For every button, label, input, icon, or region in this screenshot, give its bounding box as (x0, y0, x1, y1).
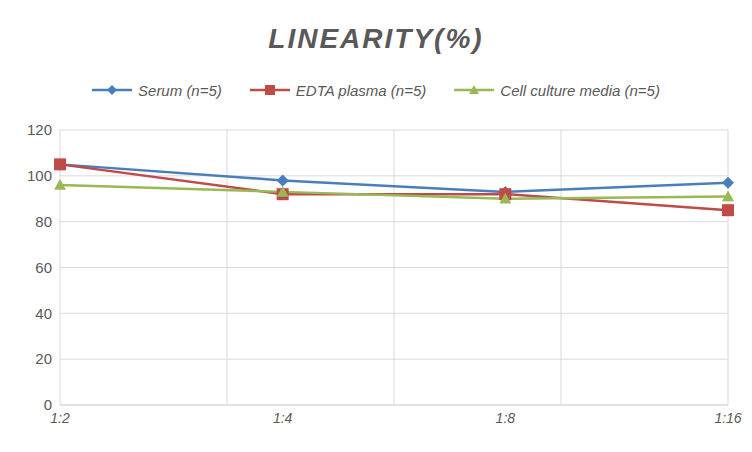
svg-text:60: 60 (35, 259, 52, 276)
svg-text:40: 40 (35, 305, 52, 322)
svg-text:100: 100 (27, 167, 52, 184)
html-text:Cell culture media (n=5): Cell culture media (n=5) (500, 81, 660, 99)
svg-text:0: 0 (44, 396, 52, 413)
html-text:Serum (n=5): Serum (n=5) (138, 81, 222, 99)
svg-text:1:16: 1:16 (714, 410, 741, 426)
svg-text:80: 80 (35, 213, 52, 230)
svg-text:120: 120 (27, 121, 52, 138)
html-text:LINEARITY(%): LINEARITY(%) (268, 23, 484, 54)
svg-text:1:8: 1:8 (496, 410, 516, 426)
svg-text:1:4: 1:4 (273, 410, 293, 426)
svg-text:1:2: 1:2 (50, 410, 70, 426)
svg-text:20: 20 (35, 350, 52, 367)
html-text:EDTA plasma (n=5): EDTA plasma (n=5) (295, 81, 427, 99)
